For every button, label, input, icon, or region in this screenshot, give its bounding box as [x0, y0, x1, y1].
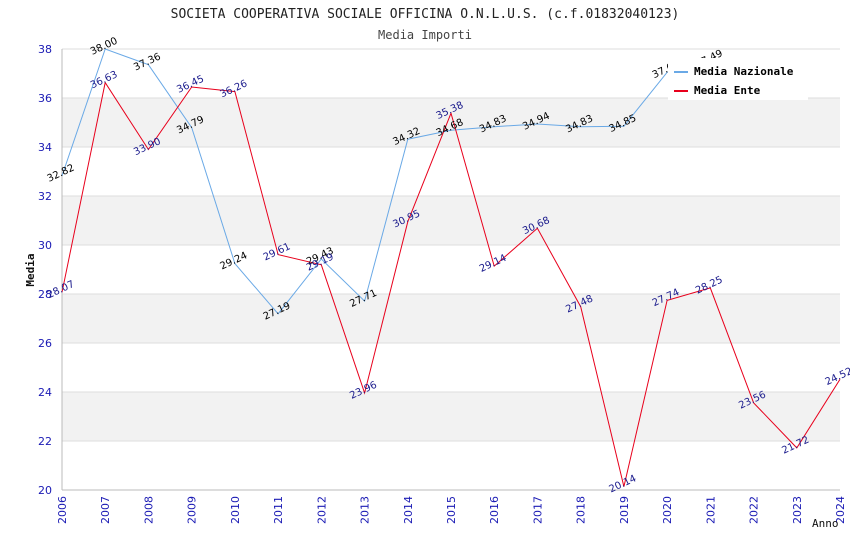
x-tick-label: 2013 [359, 496, 372, 524]
chart-title: SOCIETA COOPERATIVA SOCIALE OFFICINA O.N… [171, 7, 680, 22]
x-tick-label: 2014 [402, 496, 415, 524]
background-bands [62, 98, 840, 441]
legend-label-nazionale: Media Nazionale [694, 65, 794, 78]
chart-subtitle: Media Importi [378, 28, 472, 42]
band [62, 294, 840, 343]
y-tick-label: 24 [38, 386, 52, 399]
y-tick-label: 32 [38, 190, 52, 203]
band [62, 392, 840, 441]
x-tick-label: 2008 [142, 496, 155, 524]
y-tick-label: 30 [38, 239, 52, 252]
series-line-1 [61, 81, 841, 487]
data-label-series-0: 37.36 [132, 51, 163, 73]
y-tick-label: 22 [38, 435, 52, 448]
y-tick-label: 34 [38, 141, 52, 154]
y-tick-label: 26 [38, 337, 52, 350]
y-tick-labels: 20 22 24 26 28 30 32 34 36 38 [38, 43, 52, 497]
x-tick-label: 2009 [186, 496, 199, 524]
y-axis-title: Media [24, 253, 37, 286]
x-tick-labels: 2006 2007 2008 2009 2010 2011 2012 2013 2014 2015… [56, 496, 847, 524]
data-label-series-1: 36.45 [175, 74, 206, 96]
x-tick-label: 2019 [618, 496, 631, 524]
data-label-series-1: 20.14 [608, 473, 639, 495]
x-tick-label: 2016 [488, 496, 501, 524]
data-label-series-1: 36.26 [219, 78, 250, 100]
x-tick-label: 2007 [99, 496, 112, 524]
data-label-series-1: 29.14 [478, 253, 509, 275]
band [62, 196, 840, 245]
series-lines [61, 48, 841, 487]
x-tick-label: 2021 [704, 496, 717, 524]
x-tick-label: 2020 [661, 496, 674, 524]
legend-box [668, 58, 808, 100]
data-label-series-0: 29.24 [219, 250, 250, 272]
series-line-0 [61, 48, 711, 315]
data-label-series-0: 32.82 [46, 163, 77, 185]
x-axis-title: Anno [812, 517, 839, 530]
band [62, 98, 840, 147]
x-tick-label: 2012 [315, 496, 328, 524]
x-tick-label: 2015 [445, 496, 458, 524]
y-tick-label: 20 [38, 484, 52, 497]
legend-label-ente: Media Ente [694, 84, 761, 97]
y-tick-label: 36 [38, 92, 52, 105]
x-tick-label: 2022 [748, 496, 761, 524]
x-tick-label: 2024 [834, 496, 847, 524]
x-tick-label: 2010 [229, 496, 242, 524]
y-tick-label: 28 [38, 288, 52, 301]
x-tick-label: 2023 [791, 496, 804, 524]
x-tick-label: 2017 [531, 496, 544, 524]
data-label-series-0: 38.00 [89, 36, 120, 58]
legend: Media Nazionale Media Ente [668, 58, 808, 100]
gridlines [62, 48, 840, 491]
x-tick-label: 2018 [575, 496, 588, 524]
data-label-series-1: 28.25 [694, 275, 725, 297]
x-tick-label: 2011 [272, 496, 285, 524]
y-tick-label: 38 [38, 43, 52, 56]
x-tick-label: 2006 [56, 496, 69, 524]
